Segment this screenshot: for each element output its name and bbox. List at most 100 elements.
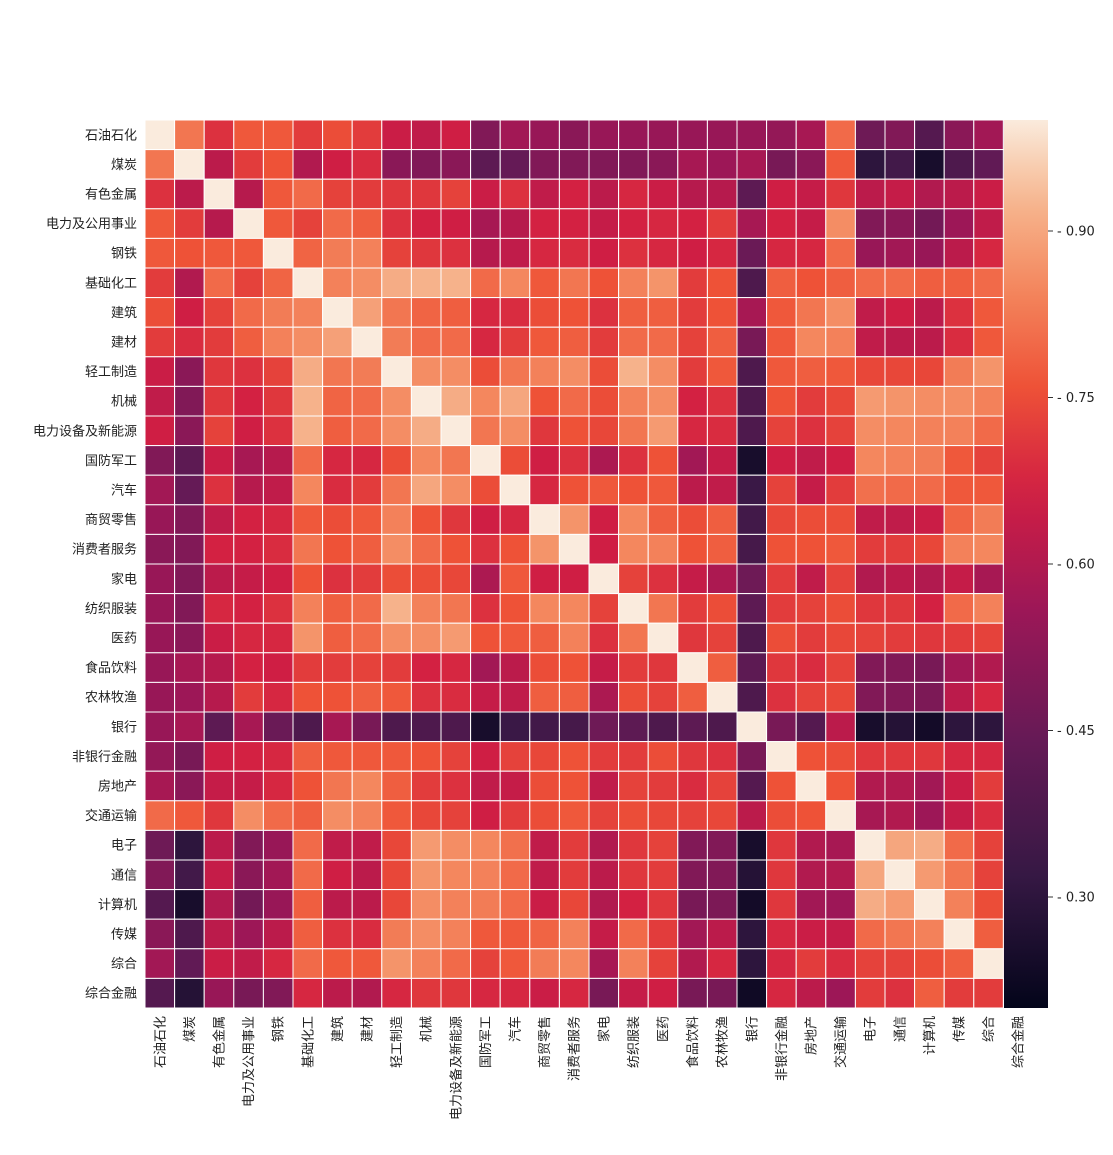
heatmap-cell [174,356,205,387]
heatmap-cell [262,237,294,269]
heatmap-cell [854,711,886,743]
heatmap-cell [203,504,235,535]
heatmap-cell [618,415,649,447]
heatmap-cell [440,829,472,861]
heatmap-cell [233,859,264,891]
heatmap-cell [144,445,176,476]
heatmap-cell [795,237,827,269]
column-label: 汽车 [508,1016,524,1042]
heatmap-cell [706,237,738,269]
heatmap-cell [410,208,442,239]
heatmap-cell [884,770,916,802]
heatmap-cell [618,741,649,772]
heatmap-cell [884,977,916,1009]
heatmap-cell [736,622,768,654]
heatmap-cell [973,267,1004,299]
heatmap-cell [677,267,708,299]
column-label: 电力设备及新能源 [448,1016,464,1120]
heatmap-cell [825,237,856,269]
heatmap-cell [558,889,590,920]
heatmap-cell [558,563,590,595]
heatmap-cell [884,889,916,920]
heatmap-cell [618,208,649,239]
column-label: 轻工制造 [390,1016,405,1068]
heatmap-cell [706,533,738,565]
heatmap-cell [647,356,679,387]
heatmap-cell [233,770,264,802]
heatmap-cell [706,504,738,535]
heatmap-cell [381,622,412,654]
heatmap-cell [174,149,205,180]
heatmap-cell [588,652,620,683]
heatmap-cell [292,563,324,595]
heatmap-cell [973,741,1004,772]
heatmap-cell [854,681,886,713]
heatmap-cell [973,119,1004,151]
heatmap-cell [825,829,856,861]
heatmap-cell [706,267,738,299]
heatmap-cell [706,119,738,151]
heatmap-cell [825,267,856,299]
heatmap-cell [677,681,708,713]
heatmap-cell [410,563,442,595]
heatmap-cell [795,652,827,683]
heatmap-cell [144,237,176,269]
heatmap-cell [499,800,531,831]
heatmap-cell [440,770,472,802]
row-label: 农林牧渔 [85,691,137,706]
heatmap-cell [203,149,235,180]
heatmap-cell [351,918,383,950]
heatmap-cell [854,415,886,447]
row-label: 钢铁 [111,247,137,262]
heatmap-cell [233,977,264,1009]
row-label: 汽车 [111,483,137,499]
heatmap-cell [736,652,768,683]
heatmap-cell [943,563,975,595]
row-label: 商贸零售 [85,512,137,528]
heatmap-cell [647,504,679,535]
heatmap-cell [647,948,679,979]
heatmap-cell [410,533,442,565]
heatmap-cell [647,119,679,151]
heatmap-cell [470,770,501,802]
heatmap-cell [943,208,975,239]
heatmap-cell [706,800,738,831]
heatmap-cell [558,119,590,151]
heatmap-cell [262,356,294,387]
heatmap-cell [914,178,945,210]
heatmap-cell [144,681,176,713]
heatmap-cell [292,977,324,1009]
heatmap-cell [322,711,353,743]
heatmap-cell [973,711,1004,743]
heatmap-cell [233,504,264,535]
heatmap-cell [647,415,679,447]
heatmap-cell [322,889,353,920]
heatmap-cell [470,208,501,239]
heatmap-cell [529,889,560,920]
heatmap-cell [854,297,886,328]
heatmap-cell [381,593,412,624]
heatmap-cell [381,297,412,328]
heatmap-cell [677,326,708,358]
heatmap-cell [854,356,886,387]
heatmap-cell [440,711,472,743]
column-label: 医药 [657,1016,672,1042]
heatmap-cell [618,859,649,891]
heatmap-cell [766,385,797,417]
heatmap-cell [914,948,945,979]
heatmap-cell [440,267,472,299]
heatmap-cell [351,445,383,476]
heatmap-cell [706,297,738,328]
heatmap-cell [618,178,649,210]
heatmap-cell [558,533,590,565]
heatmap-cell [766,415,797,447]
heatmap-cell [470,889,501,920]
heatmap-cell [440,622,472,654]
heatmap-cell [677,800,708,831]
heatmap-cell [884,918,916,950]
heatmap-cell [618,119,649,151]
heatmap-cell [766,889,797,920]
heatmap-cell [618,267,649,299]
row-label: 国防军工 [85,453,137,469]
heatmap-cell [144,829,176,861]
